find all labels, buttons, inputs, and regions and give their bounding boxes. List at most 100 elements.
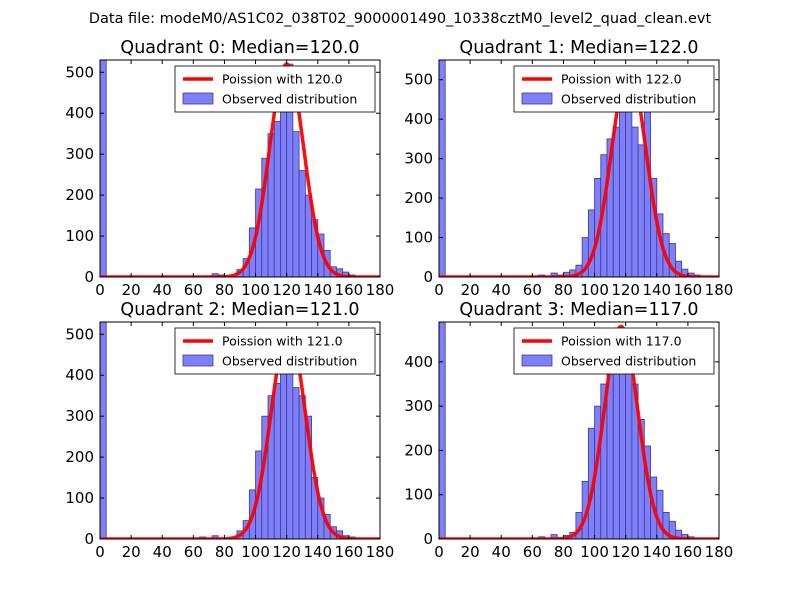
quadrant-3-plot: Quadrant 3: Median=117.00 20 40 60 80 100 120 1… bbox=[404, 300, 733, 561]
x-tick-label: 60 bbox=[523, 281, 542, 299]
quadrant-2-legend: Poission with 121.0 Observed distribution bbox=[174, 327, 376, 375]
y-tick-label: 300 bbox=[65, 145, 94, 163]
histogram-bar bbox=[612, 352, 620, 539]
x-tick-label: 100 bbox=[241, 281, 270, 299]
quadrant-0-legend: Poission with 120.0 Observed distribution bbox=[174, 65, 376, 113]
x-tick-label: 20 bbox=[122, 281, 141, 299]
histogram-bar bbox=[273, 383, 281, 539]
x-tick-label: 140 bbox=[642, 281, 671, 299]
legend-label-poisson: Poission with 117.0 bbox=[561, 334, 682, 349]
y-tick-label: 200 bbox=[404, 189, 433, 207]
y-tick-label: 0 bbox=[84, 530, 94, 548]
y-tick-label: 100 bbox=[404, 486, 433, 504]
x-tick-label: 80 bbox=[554, 543, 573, 561]
histogram-bar bbox=[619, 91, 627, 277]
quadrant-3-legend: Poission with 117.0 Observed distribution bbox=[513, 327, 715, 375]
legend-label-observed: Observed distribution bbox=[222, 354, 357, 369]
y-tick-label: 100 bbox=[404, 229, 433, 247]
x-tick-label: 100 bbox=[580, 281, 609, 299]
x-tick-label: 20 bbox=[461, 543, 480, 561]
x-tick-label: 80 bbox=[554, 281, 573, 299]
x-tick-label: 120 bbox=[272, 543, 301, 561]
histogram-bar bbox=[637, 144, 645, 277]
y-tick-label: 400 bbox=[65, 366, 94, 384]
y-tick-label: 400 bbox=[404, 110, 433, 128]
legend-bar-swatch bbox=[182, 92, 214, 105]
legend-bar-swatch bbox=[521, 92, 553, 105]
x-tick-label: 160 bbox=[674, 281, 703, 299]
x-tick-label: 40 bbox=[153, 543, 172, 561]
quadrant-0-bars bbox=[100, 60, 356, 277]
quadrant-3-frame bbox=[438, 321, 720, 540]
quadrant-1-title: Quadrant 1: Median=122.0 bbox=[459, 38, 698, 58]
poisson-curve bbox=[439, 324, 719, 539]
y-tick-label: 100 bbox=[65, 227, 94, 245]
y-tick-label: 500 bbox=[404, 71, 433, 89]
x-tick-label: 0 bbox=[434, 281, 444, 299]
x-tick-label: 100 bbox=[241, 543, 270, 561]
y-tick-label: 400 bbox=[65, 104, 94, 122]
histogram-bar bbox=[100, 60, 107, 277]
x-tick-label: 180 bbox=[705, 281, 734, 299]
histogram-bar bbox=[100, 322, 107, 539]
y-tick-label: 200 bbox=[65, 448, 94, 466]
x-tick-label: 40 bbox=[492, 543, 511, 561]
x-tick-label: 160 bbox=[335, 543, 364, 561]
histogram-bar bbox=[292, 387, 300, 539]
legend-label-observed: Observed distribution bbox=[222, 92, 357, 107]
quadrant-2-frame bbox=[99, 321, 381, 540]
quadrant-0-frame bbox=[99, 59, 381, 278]
quadrant-2-plot: Quadrant 2: Median=121.00 20 40 60 80 100 120 1… bbox=[65, 300, 394, 561]
y-tick-label: 500 bbox=[65, 63, 94, 81]
poisson-curve bbox=[100, 328, 380, 539]
legend-bar-swatch bbox=[521, 354, 553, 367]
histogram-bar bbox=[625, 352, 633, 539]
x-tick-label: 60 bbox=[184, 281, 203, 299]
histogram-bar bbox=[280, 366, 288, 539]
x-tick-label: 140 bbox=[642, 543, 671, 561]
quadrant-1-legend: Poission with 122.0 Observed distribution bbox=[513, 65, 715, 113]
legend-label-observed: Observed distribution bbox=[561, 92, 696, 107]
histogram-bar bbox=[298, 170, 306, 277]
x-tick-label: 40 bbox=[492, 281, 511, 299]
quadrant-3-title: Quadrant 3: Median=117.0 bbox=[459, 300, 698, 320]
x-tick-label: 160 bbox=[674, 543, 703, 561]
y-tick-label: 0 bbox=[423, 530, 433, 548]
x-tick-label: 120 bbox=[611, 281, 640, 299]
y-tick-label: 400 bbox=[404, 353, 433, 371]
x-tick-label: 0 bbox=[434, 543, 444, 561]
x-tick-label: 120 bbox=[272, 281, 301, 299]
legend-label-poisson: Poission with 120.0 bbox=[222, 72, 343, 87]
histogram-bar bbox=[439, 322, 446, 539]
x-tick-label: 60 bbox=[523, 543, 542, 561]
x-tick-label: 140 bbox=[303, 281, 332, 299]
legend-label-poisson: Poission with 121.0 bbox=[222, 334, 343, 349]
quadrant-1-bars bbox=[439, 60, 701, 277]
x-tick-label: 160 bbox=[335, 281, 364, 299]
histogram-bar bbox=[587, 209, 595, 277]
histogram-bar bbox=[292, 131, 300, 277]
histogram-bar bbox=[612, 126, 620, 277]
figure-suptitle: Data file: modeM0/AS1C02_038T02_90000014… bbox=[89, 11, 712, 27]
legend-bar-swatch bbox=[182, 354, 214, 367]
x-tick-label: 0 bbox=[95, 543, 105, 561]
x-tick-label: 100 bbox=[580, 543, 609, 561]
histogram-bar bbox=[273, 121, 281, 277]
y-tick-label: 200 bbox=[404, 441, 433, 459]
x-tick-label: 60 bbox=[184, 543, 203, 561]
poisson-curve bbox=[439, 66, 719, 277]
histogram-bar bbox=[606, 370, 614, 539]
quadrant-1-plot: Quadrant 1: Median=122.00 20 40 60 80 100 120 1… bbox=[404, 38, 733, 299]
y-tick-label: 300 bbox=[65, 407, 94, 425]
x-tick-label: 80 bbox=[215, 281, 234, 299]
x-tick-label: 180 bbox=[705, 543, 734, 561]
x-tick-label: 0 bbox=[95, 281, 105, 299]
x-tick-label: 140 bbox=[303, 543, 332, 561]
legend-label-observed: Observed distribution bbox=[561, 354, 696, 369]
quadrant-0-title: Quadrant 0: Median=120.0 bbox=[120, 38, 359, 58]
y-tick-label: 0 bbox=[423, 268, 433, 286]
histogram-bar bbox=[280, 108, 288, 277]
quadrant-0-plot: Quadrant 0: Median=120.00 20 40 60 80 100 120 1… bbox=[65, 38, 394, 299]
y-tick-label: 100 bbox=[65, 489, 94, 507]
